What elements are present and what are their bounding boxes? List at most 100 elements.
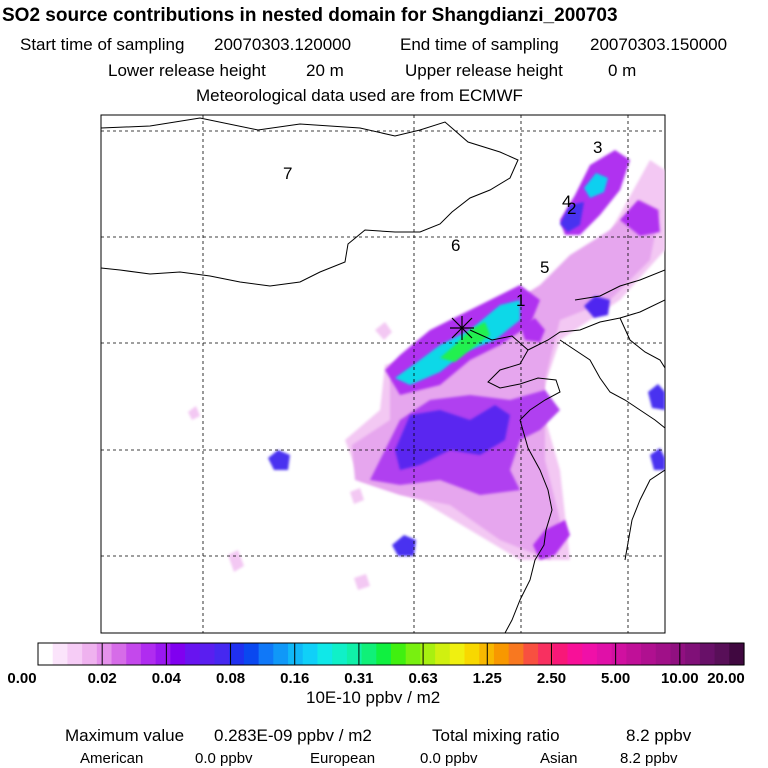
region-label-6: 6: [451, 236, 460, 255]
concentration-area: [228, 550, 244, 572]
concentration-area: [375, 322, 392, 340]
lower-height-label: Lower release height: [108, 61, 266, 80]
colorbar-frame: [37, 642, 745, 666]
colorbar-cell: [82, 643, 98, 665]
colorbar-tick-label: 0.31: [344, 670, 373, 687]
concentration-area: [650, 448, 665, 470]
concentration-area: [620, 200, 660, 236]
end-time-label: End time of sampling: [400, 35, 559, 54]
colorbar-tick-marks: [101, 643, 681, 665]
upper-height-label: Upper release height: [405, 61, 563, 80]
map-frame: [100, 114, 666, 634]
concentration-area: [533, 520, 570, 560]
colorbar-cell: [332, 643, 348, 665]
concentration-area: [648, 384, 665, 410]
concentration-area: [354, 574, 370, 590]
colorbar-cell: [508, 643, 524, 665]
colorbar-cell: [155, 643, 171, 665]
colorbar-cell: [538, 643, 554, 665]
colorbar-tick-label: 0.08: [216, 670, 245, 687]
colorbar-cell: [493, 643, 510, 665]
total-mixing-value: 8.2 ppbv: [626, 726, 692, 745]
coast-east: [624, 469, 665, 561]
colorbar-cell: [435, 643, 451, 665]
chart-title: SO2 source contributions in nested domai…: [2, 5, 618, 26]
coast-korea: [574, 269, 665, 301]
asian-value: 8.2 ppbv: [620, 750, 678, 767]
colorbar-cell: [170, 643, 186, 665]
coast-korea-west: [559, 339, 665, 429]
colorbar-cell: [243, 643, 260, 665]
coast-liaodong: [527, 299, 665, 351]
border-korea-east: [619, 317, 665, 369]
colorbar-tick-label: 2.50: [537, 670, 566, 687]
colorbar-tick-label: 10.00: [661, 670, 699, 687]
region-label-1: 1: [516, 291, 525, 310]
met-data-line: Meteorological data used are from ECMWF: [196, 86, 523, 105]
start-time-value: 20070303.120000: [214, 35, 352, 54]
colorbar-cell: [626, 643, 642, 665]
colorbar-cell: [552, 643, 569, 665]
asian-label: Asian: [540, 750, 578, 767]
end-time-value: 20070303.150000: [590, 35, 728, 54]
colorbar-cell: [391, 643, 407, 665]
colorbar-cell: [229, 643, 245, 665]
colorbar-cell: [52, 643, 69, 665]
colorbar-cell: [523, 643, 539, 665]
colorbar-cell: [111, 643, 127, 665]
coastlines-borders: [101, 117, 665, 633]
border-north: [101, 117, 519, 287]
colorbar-tick-label: 20.00: [707, 670, 745, 687]
colorbar-cell: [96, 643, 113, 665]
colorbar-cell: [655, 643, 672, 665]
receptor-marker: [450, 316, 474, 340]
colorbar-cell: [185, 643, 201, 665]
colorbar-cell: [449, 643, 466, 665]
colorbar-tick-label: 0.63: [408, 670, 437, 687]
colorbar-tick-label: 5.00: [601, 670, 630, 687]
upper-height-value: 0 m: [608, 61, 637, 80]
concentration-area: [584, 296, 610, 318]
colorbar-tick-label: 0.02: [88, 670, 117, 687]
colorbar-cell: [714, 643, 730, 665]
colorbar-cell: [361, 643, 377, 665]
region-labels: 1 2 3 4 5 6 7: [283, 138, 602, 310]
colorbar-cell: [346, 643, 363, 665]
concentration-area: [584, 173, 608, 198]
colorbar-cell: [302, 643, 319, 665]
concentration-area: [350, 488, 364, 504]
colorbar-cell: [729, 643, 745, 665]
american-label: American: [80, 750, 144, 767]
colorbar-cell: [376, 643, 392, 665]
region-label-7: 7: [283, 164, 292, 183]
colorbar-cell: [420, 643, 436, 665]
american-value: 0.0 ppbv: [195, 750, 253, 767]
colorbar-cell: [199, 643, 216, 665]
concentration-area: [392, 535, 416, 556]
colorbar-cell: [258, 643, 274, 665]
total-mixing-label: Total mixing ratio: [432, 726, 560, 745]
colorbar-cell: [126, 643, 142, 665]
colorbar-cell: [214, 643, 230, 665]
colorbar-cell: [405, 643, 422, 665]
colorbar-cell: [140, 643, 157, 665]
colorbar-cell: [685, 643, 701, 665]
max-value: 0.283E-09 ppbv / m2: [214, 726, 372, 745]
max-value-label: Maximum value: [65, 726, 185, 745]
colorbar-tick-label: 0.16: [280, 670, 309, 687]
european-label: European: [310, 750, 376, 767]
concentration-area: [395, 405, 510, 470]
colorbar-cell: [273, 643, 289, 665]
colorbar-cell: [67, 643, 83, 665]
concentration-area: [560, 202, 584, 232]
colorbar-tick-label: 0.04: [152, 670, 182, 687]
coast-bohai: [469, 329, 561, 421]
colorbar-unit: 10E-10 ppbv / m2: [306, 688, 441, 707]
colorbar-tick-label: 1.25: [473, 670, 502, 687]
start-time-label: Start time of sampling: [20, 35, 185, 54]
concentration-area: [268, 450, 290, 470]
region-label-5: 5: [540, 258, 549, 277]
colorbar-cell: [670, 643, 686, 665]
colorbar-cell: [596, 643, 613, 665]
